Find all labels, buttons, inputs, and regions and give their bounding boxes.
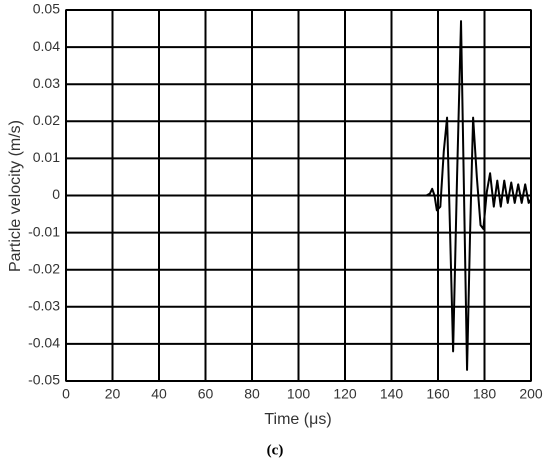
y-tick-label: 0.04 <box>33 38 60 54</box>
caption: (c) <box>267 442 284 458</box>
y-tick-label: -0.02 <box>28 260 60 276</box>
x-tick-label: 60 <box>198 386 214 402</box>
y-tick-label: 0.01 <box>33 149 60 165</box>
x-tick-label: 180 <box>473 386 497 402</box>
y-tick-label: 0.03 <box>33 75 60 91</box>
x-axis-label: Time (μs) <box>264 411 331 428</box>
data-line <box>66 20 532 371</box>
x-tick-label: 160 <box>426 386 450 402</box>
x-tick-label: 0 <box>62 386 70 402</box>
y-tick-label: 0 <box>52 186 60 202</box>
y-tick-label: -0.01 <box>28 223 60 239</box>
x-tick-label: 120 <box>333 386 357 402</box>
y-tick-label: -0.03 <box>28 298 60 314</box>
y-axis-label: Particle velocity (m/s) <box>7 120 24 272</box>
x-tick-label: 200 <box>519 386 543 402</box>
y-tick-label: 0.05 <box>33 1 60 17</box>
x-tick-label: 100 <box>287 386 311 402</box>
x-tick-label: 20 <box>105 386 121 402</box>
x-tick-label: 80 <box>244 386 260 402</box>
x-tick-label: 140 <box>380 386 404 402</box>
x-tick-label: 40 <box>151 386 167 402</box>
y-tick-label: -0.05 <box>28 372 60 388</box>
y-tick-label: 0.02 <box>33 112 60 128</box>
y-tick-label: -0.04 <box>28 335 60 351</box>
